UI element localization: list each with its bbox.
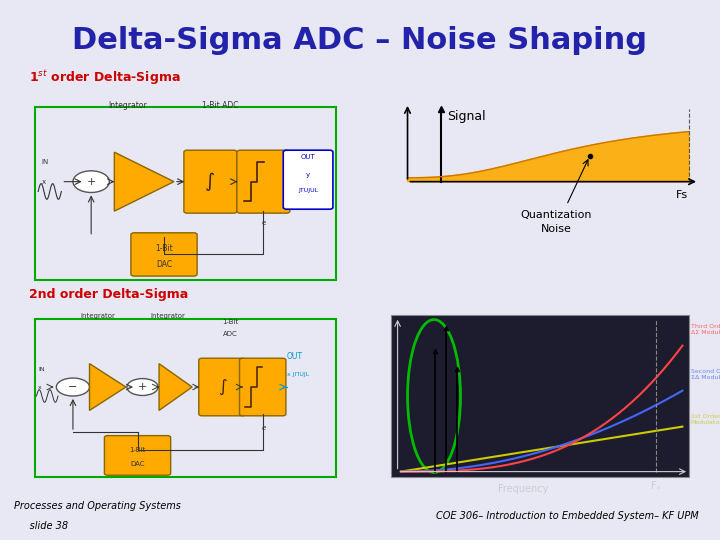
Text: +: +: [138, 382, 147, 392]
Text: −: −: [68, 382, 78, 392]
FancyBboxPatch shape: [199, 358, 245, 416]
Text: ∫: ∫: [205, 172, 215, 191]
FancyBboxPatch shape: [104, 436, 171, 475]
Text: Fs: Fs: [676, 190, 688, 200]
Text: Fₛ: Fₛ: [652, 481, 660, 491]
Text: slide 38: slide 38: [14, 522, 68, 531]
Text: y: y: [306, 172, 310, 178]
Text: OUT: OUT: [287, 352, 302, 361]
Text: Delta-Sigma ADC – Noise Shaping: Delta-Sigma ADC – Noise Shaping: [73, 26, 647, 55]
Text: JTUJUL: JTUJUL: [298, 187, 318, 193]
Text: e: e: [261, 220, 266, 226]
Circle shape: [127, 379, 158, 395]
Polygon shape: [408, 132, 689, 181]
Text: Noise: Noise: [541, 224, 572, 234]
Text: +: +: [86, 177, 96, 187]
Circle shape: [56, 378, 89, 396]
Text: Integrator: Integrator: [150, 313, 185, 319]
Text: x: x: [42, 179, 45, 185]
Polygon shape: [159, 363, 192, 410]
Text: OUT: OUT: [301, 154, 315, 160]
Text: 1-Bit: 1-Bit: [130, 447, 145, 453]
Text: e: e: [261, 426, 266, 431]
Text: Second Order
ΣΔ Modulator: Second Order ΣΔ Modulator: [690, 369, 720, 380]
Text: ADC: ADC: [223, 331, 238, 338]
FancyBboxPatch shape: [184, 150, 237, 213]
Text: IN: IN: [38, 367, 45, 372]
Text: COE 306– Introduction to Embedded System– KF UPM: COE 306– Introduction to Embedded System…: [436, 511, 698, 521]
Text: Processes and Operating Systems: Processes and Operating Systems: [14, 501, 181, 511]
FancyBboxPatch shape: [283, 150, 333, 209]
Text: DAC: DAC: [156, 260, 172, 269]
Text: 2nd order Delta-Sigma: 2nd order Delta-Sigma: [29, 288, 188, 301]
Text: Signal: Signal: [447, 110, 486, 123]
Text: ∫: ∫: [217, 378, 226, 396]
Text: Integrator: Integrator: [81, 313, 115, 319]
FancyBboxPatch shape: [237, 150, 290, 213]
Text: 1-Bit ADC: 1-Bit ADC: [202, 101, 238, 110]
Text: IN: IN: [42, 159, 49, 165]
Bar: [35, 107, 336, 280]
Text: 1$^{st}$ order Delta-Sigma: 1$^{st}$ order Delta-Sigma: [29, 68, 181, 86]
Text: Third Order
ΔΣ Modulator: Third Order ΔΣ Modulator: [690, 324, 720, 335]
Text: Integrator: Integrator: [108, 101, 147, 110]
Text: Frequency: Frequency: [498, 484, 549, 494]
Polygon shape: [89, 363, 126, 410]
Text: 1st Order
Modulator: 1st Order Modulator: [690, 414, 720, 425]
Text: x JΠUJL: x JΠUJL: [287, 372, 309, 377]
Text: Quantization: Quantization: [521, 210, 593, 220]
Circle shape: [73, 171, 109, 192]
FancyBboxPatch shape: [240, 358, 286, 416]
Polygon shape: [114, 152, 174, 211]
Text: 1-Bit: 1-Bit: [222, 319, 238, 325]
Text: x: x: [38, 384, 42, 389]
Text: 1-Bit: 1-Bit: [155, 244, 173, 253]
Text: DAC: DAC: [130, 461, 145, 468]
FancyBboxPatch shape: [131, 233, 197, 276]
Bar: [35, 319, 336, 477]
